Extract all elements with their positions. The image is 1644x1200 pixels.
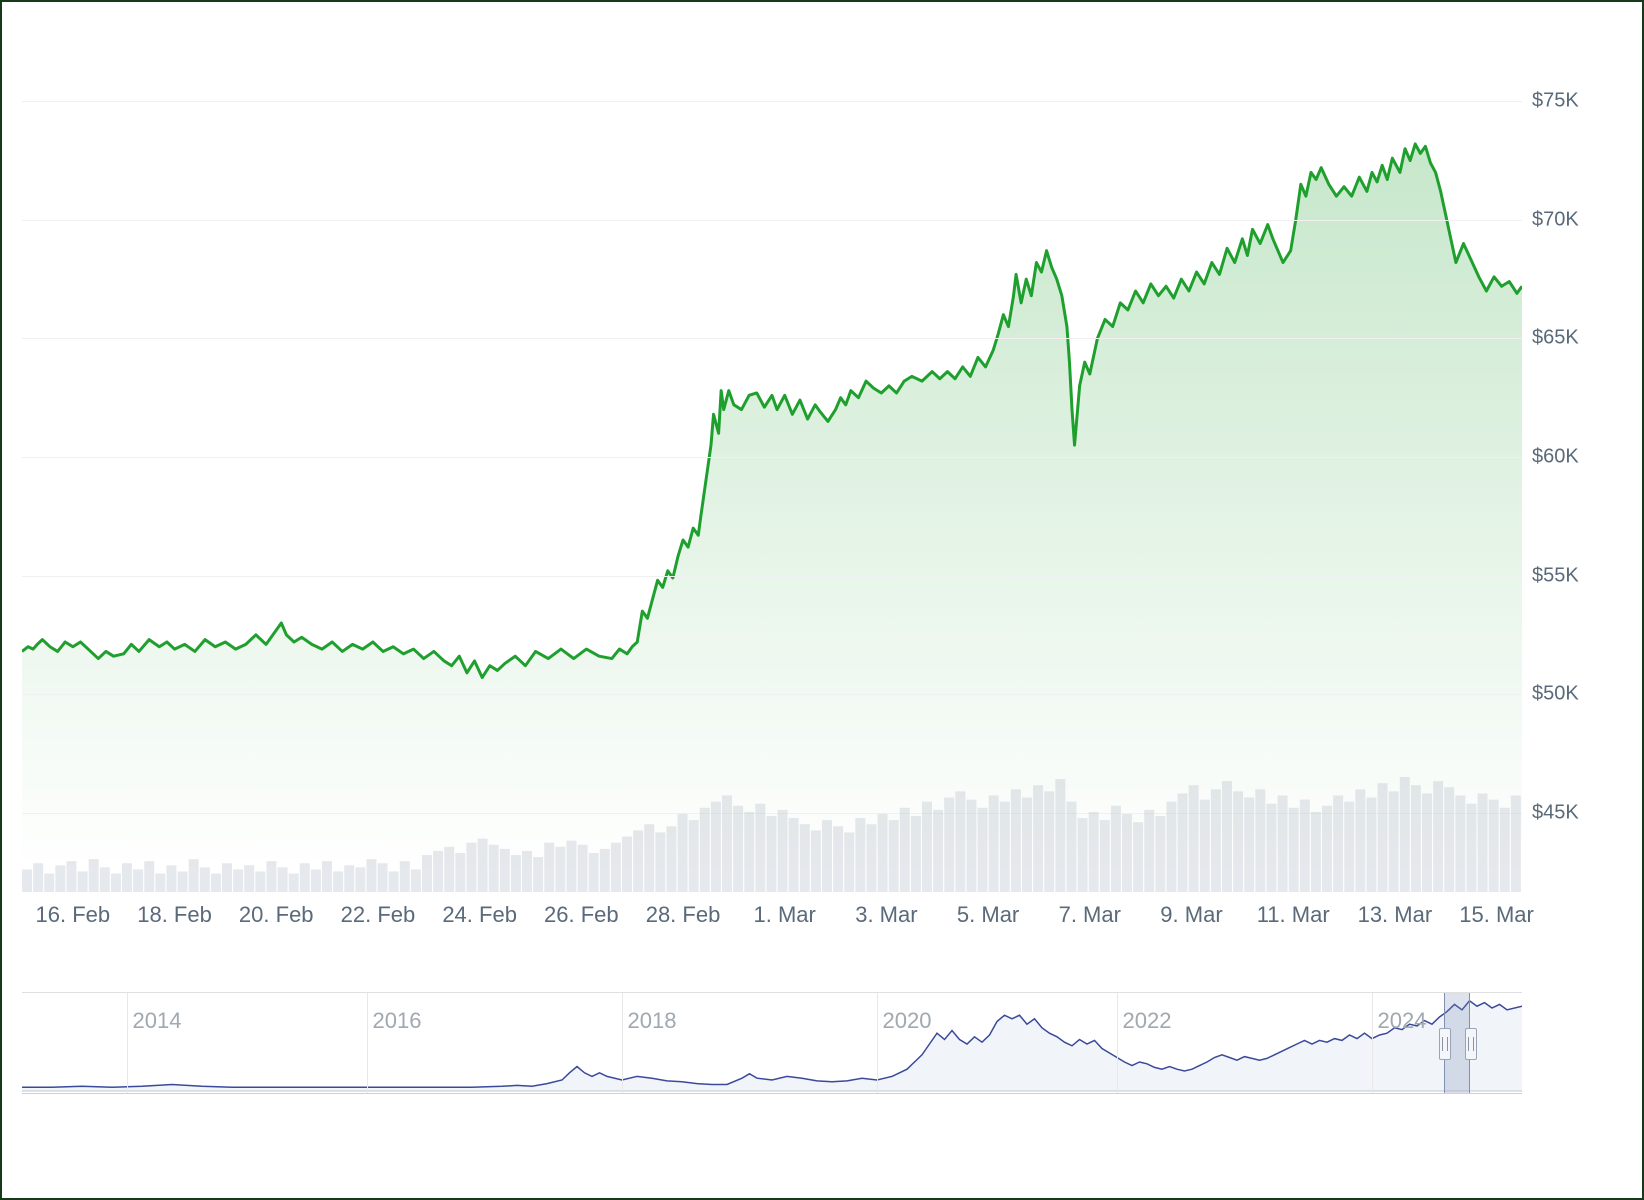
x-tick-label: 16. Feb	[36, 902, 111, 928]
x-tick-label: 9. Mar	[1160, 902, 1222, 928]
navigator-year-label: 2016	[373, 1008, 422, 1034]
navigator-year-label: 2018	[628, 1008, 677, 1034]
x-tick-label: 28. Feb	[646, 902, 721, 928]
x-tick-label: 18. Feb	[137, 902, 212, 928]
navigator-timeline[interactable]: 2014 2016 2018 2020 2022 2024	[22, 992, 1522, 1094]
x-tick-label: 26. Feb	[544, 902, 619, 928]
navigator-handle-left[interactable]	[1439, 1028, 1451, 1060]
main-plot-area[interactable]	[22, 42, 1522, 872]
y-tick-label: $75K	[1532, 90, 1579, 113]
navigator-year-label: 2024	[1378, 1008, 1427, 1034]
y-tick-label: $70K	[1532, 208, 1579, 231]
x-tick-label: 1. Mar	[754, 902, 816, 928]
volume-area	[22, 772, 1522, 892]
volume-svg	[22, 772, 1522, 892]
x-tick-label: 15. Mar	[1459, 902, 1534, 928]
y-tick-label: $60K	[1532, 446, 1579, 469]
price-chart-container: $45K $50K $55K $60K $65K $70K $75K 16. Feb 18. …	[0, 0, 1644, 1200]
y-tick-label: $45K	[1532, 801, 1579, 824]
x-tick-label: 13. Mar	[1358, 902, 1433, 928]
x-tick-label: 11. Mar	[1257, 902, 1330, 928]
x-tick-label: 7. Mar	[1059, 902, 1121, 928]
y-tick-label: $50K	[1532, 683, 1579, 706]
x-tick-label: 22. Feb	[341, 902, 416, 928]
y-tick-label: $65K	[1532, 327, 1579, 350]
x-tick-label: 24. Feb	[442, 902, 517, 928]
y-tick-label: $55K	[1532, 564, 1579, 587]
x-tick-label: 3. Mar	[855, 902, 917, 928]
navigator-year-label: 2022	[1123, 1008, 1172, 1034]
navigator-year-label: 2014	[133, 1008, 182, 1034]
navigator-svg	[22, 993, 1522, 1093]
x-tick-label: 5. Mar	[957, 902, 1019, 928]
x-axis-ticks: 16. Feb 18. Feb 20. Feb 22. Feb 24. Feb 26. F…	[22, 902, 1522, 932]
navigator-handle-right[interactable]	[1465, 1028, 1477, 1060]
navigator-year-label: 2020	[883, 1008, 932, 1034]
x-tick-label: 20. Feb	[239, 902, 314, 928]
